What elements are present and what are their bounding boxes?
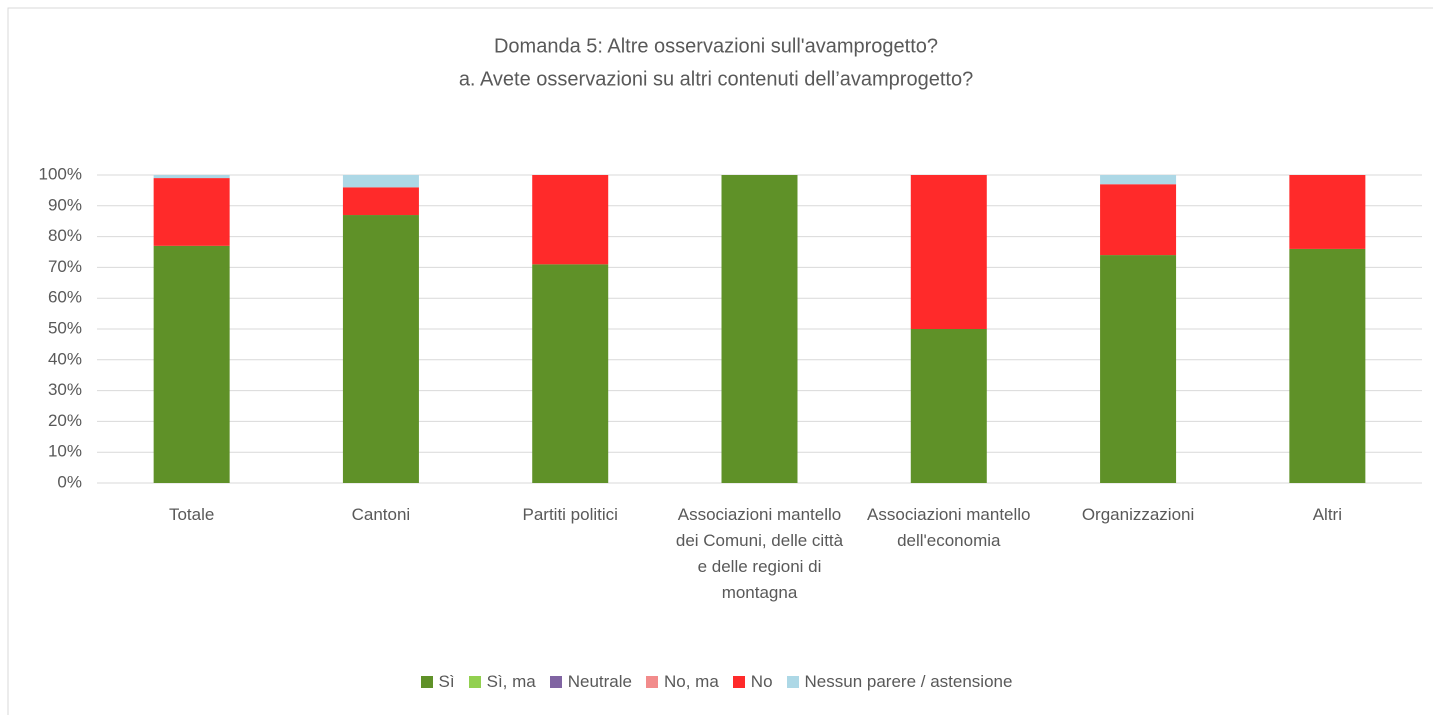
- legend-swatch: [420, 676, 433, 688]
- y-tick-label: 20%: [48, 411, 82, 430]
- y-tick-label: 30%: [48, 380, 82, 399]
- legend-label: Nessun parere / astensione: [804, 672, 1013, 691]
- x-tick-label: Associazioni mantello dell'economia: [867, 505, 1031, 550]
- chart-border: [7, 7, 1433, 715]
- legend-item: Sì: [420, 672, 455, 692]
- y-tick-label: 80%: [48, 226, 82, 245]
- legend-label: Sì, ma: [486, 672, 536, 691]
- bar-segment: [1289, 175, 1366, 249]
- x-tick-label: Totale: [168, 505, 215, 524]
- y-tick-label: 40%: [48, 349, 82, 368]
- legend-label: No: [750, 672, 773, 691]
- x-tick-label: Altri: [1312, 505, 1342, 524]
- bar-segment: [1100, 175, 1177, 185]
- legend-swatch: [468, 676, 481, 688]
- bar-segment: [721, 175, 798, 483]
- legend-swatch: [786, 676, 799, 688]
- bar-segment: [1289, 248, 1366, 483]
- legend-label: Neutrale: [567, 672, 632, 691]
- bar-segment: [910, 175, 987, 329]
- bar-segment: [153, 245, 230, 483]
- legend-swatch: [549, 676, 562, 688]
- chart-title: Domanda 5: Altre osservazioni sull'avamp…: [494, 35, 938, 57]
- legend-item: Neutrale: [549, 672, 632, 692]
- legend-item: Sì, ma: [468, 672, 536, 692]
- legend-item: No: [732, 672, 773, 692]
- chart-subtitle: a. Avete osservazioni su altri contenuti…: [459, 68, 973, 90]
- bar-segment: [153, 178, 230, 246]
- legend: Sì Sì, ma Neutrale No, ma No Nessun parere / …: [0, 672, 1433, 692]
- x-tick-label: Cantoni: [351, 505, 411, 524]
- legend-item: Nessun parere / astensione: [786, 672, 1013, 692]
- legend-swatch: [646, 676, 658, 688]
- bar-segment: [1100, 255, 1177, 483]
- bar-segment: [910, 329, 987, 483]
- x-tick-label: Associazioni mantello dei Comuni, delle …: [675, 505, 844, 602]
- y-tick-label: 0%: [57, 472, 82, 491]
- y-tick-label: 60%: [48, 288, 82, 307]
- bar-segment: [532, 175, 609, 265]
- y-tick-label: 90%: [48, 195, 82, 214]
- bar-segment: [342, 187, 419, 216]
- y-tick-label: 100%: [39, 164, 82, 183]
- legend-swatch: [732, 676, 745, 688]
- bar-segment: [342, 215, 419, 484]
- bar-segment: [1100, 184, 1177, 256]
- y-tick-label: 50%: [48, 318, 82, 337]
- legend-label: No, ma: [664, 672, 719, 691]
- legend-item: No, ma: [646, 672, 719, 692]
- x-tick-label: Partiti politici: [522, 505, 618, 524]
- bar-segment: [532, 264, 609, 483]
- y-tick-label: 10%: [48, 442, 82, 461]
- x-tick-label: Organizzazioni: [1081, 505, 1195, 524]
- bar-segment: [153, 175, 230, 179]
- legend-label: Sì: [438, 672, 455, 691]
- bar-segment: [342, 175, 419, 188]
- y-tick-label: 70%: [48, 257, 82, 276]
